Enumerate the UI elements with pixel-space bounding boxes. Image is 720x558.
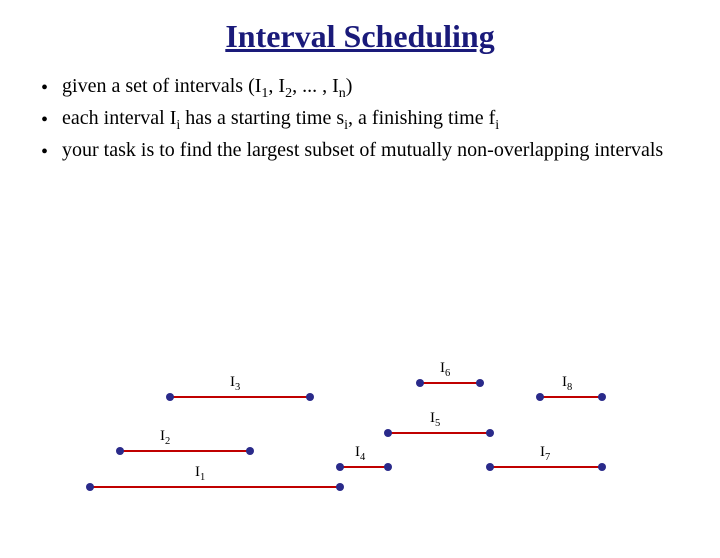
bullet-item: • given a set of intervals (I1, I2, ... … (35, 73, 690, 103)
bullet-text: your task is to find the largest subset … (62, 137, 690, 163)
bullet-item: • each interval Ii has a starting time s… (35, 105, 690, 135)
bullet-text: given a set of intervals (I1, I2, ... , … (62, 73, 690, 103)
bullet-item: • your task is to find the largest subse… (35, 137, 690, 165)
bullet-text: each interval Ii has a starting time si,… (62, 105, 690, 135)
interval-end-dot-icon (384, 463, 392, 471)
interval-line (388, 432, 490, 434)
interval-end-dot-icon (336, 483, 344, 491)
interval-line (90, 486, 340, 488)
interval-label: I3 (230, 374, 240, 393)
interval-end-dot-icon (476, 379, 484, 387)
interval-label: I2 (160, 428, 170, 447)
interval-label: I1 (195, 464, 205, 483)
interval-start-dot-icon (384, 429, 392, 437)
interval-diagram: I1 I2 I3 I4 I5 I6 I7 I8 (0, 328, 720, 548)
interval-start-dot-icon (536, 393, 544, 401)
bullet-list: • given a set of intervals (I1, I2, ... … (35, 73, 690, 165)
interval-start-dot-icon (86, 483, 94, 491)
interval-line (490, 466, 602, 468)
interval-end-dot-icon (306, 393, 314, 401)
interval-start-dot-icon (166, 393, 174, 401)
interval-label: I4 (355, 444, 365, 463)
interval-end-dot-icon (598, 463, 606, 471)
interval-line (170, 396, 310, 398)
interval-line (120, 450, 250, 452)
interval-start-dot-icon (336, 463, 344, 471)
bullet-dot-icon: • (41, 139, 48, 165)
interval-line (420, 382, 480, 384)
interval-label: I7 (540, 444, 550, 463)
slide-title: Interval Scheduling (0, 18, 720, 55)
bullet-dot-icon: • (41, 75, 48, 101)
interval-end-dot-icon (486, 429, 494, 437)
interval-label: I6 (440, 360, 450, 379)
interval-start-dot-icon (486, 463, 494, 471)
interval-start-dot-icon (416, 379, 424, 387)
bullet-dot-icon: • (41, 107, 48, 133)
interval-end-dot-icon (598, 393, 606, 401)
interval-label: I5 (430, 410, 440, 429)
interval-line (540, 396, 602, 398)
interval-label: I8 (562, 374, 572, 393)
interval-end-dot-icon (246, 447, 254, 455)
interval-line (340, 466, 388, 468)
interval-start-dot-icon (116, 447, 124, 455)
